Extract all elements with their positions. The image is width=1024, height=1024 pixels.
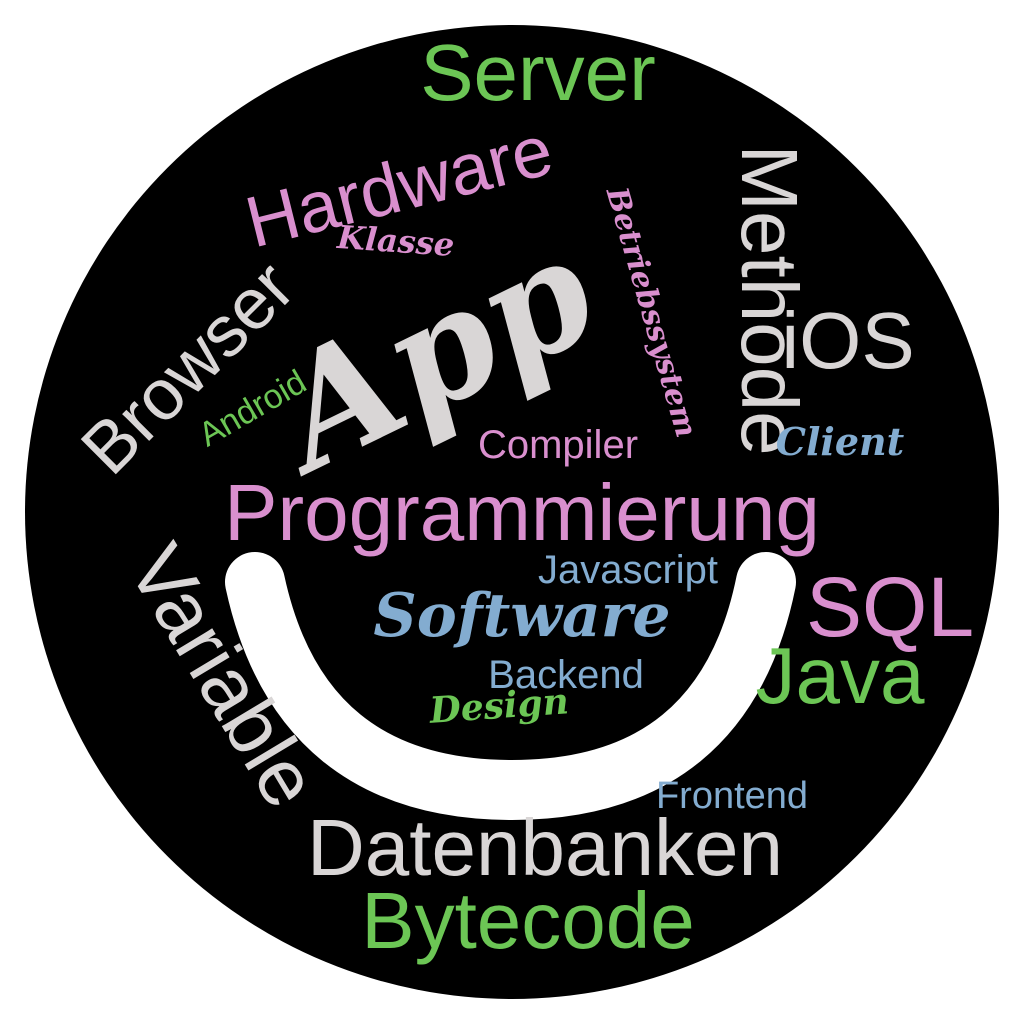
word-frontend: Frontend — [656, 775, 808, 817]
word-compiler: Compiler — [478, 423, 638, 467]
word-javascript: Javascript — [538, 548, 718, 592]
word-sql: SQL — [806, 560, 974, 654]
word-java: Java — [756, 631, 925, 720]
word-backend: Backend — [488, 653, 644, 697]
smiley-face-circle — [25, 25, 999, 999]
word-design: Design — [427, 680, 570, 732]
word-klasse: Klasse — [335, 218, 455, 264]
word-methode: Methode — [725, 144, 814, 455]
word-ios: iOS — [781, 296, 914, 385]
word-datenbanken: Datenbanken — [307, 803, 783, 892]
word-bytecode: Bytecode — [361, 876, 695, 965]
smile-arc — [225, 552, 796, 821]
word-server: Server — [420, 28, 656, 117]
word-software: Software — [373, 581, 670, 651]
word-programmierung: Programmierung — [224, 468, 820, 557]
word-client: Client — [776, 419, 905, 464]
